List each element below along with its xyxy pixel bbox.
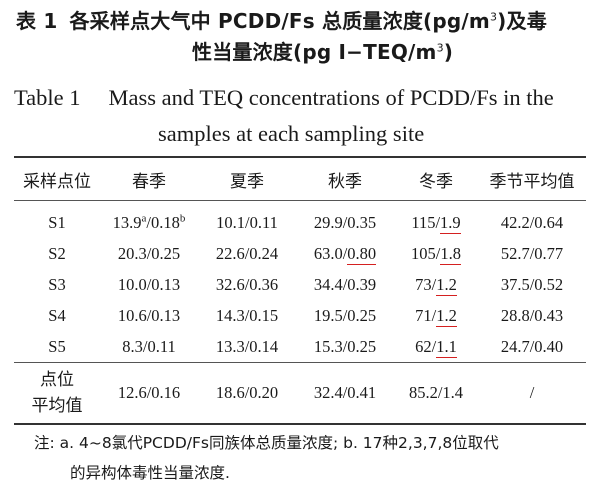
header-autumn: 秋季 bbox=[296, 156, 394, 201]
title-cn-number: 表 1 bbox=[16, 9, 58, 33]
concentration-table: 采样点位 春季 夏季 秋季 冬季 季节平均值 S1 13.9a/0.18b 10… bbox=[14, 156, 586, 425]
spring-separator: / bbox=[146, 212, 151, 232]
header-seasonal-average: 季节平均值 bbox=[478, 156, 586, 201]
cell-site: S5 bbox=[48, 336, 66, 356]
autumn-teq: 0.35 bbox=[347, 212, 377, 232]
cell-winter: 115/1.9 bbox=[394, 201, 478, 239]
table-row: S5 8.3/0.11 13.3/0.14 15.3/0.25 62/1.1 2… bbox=[14, 331, 586, 363]
cell-spring: 10.6/0.13 bbox=[117, 305, 181, 325]
autumn-teq: 0.39 bbox=[347, 274, 377, 294]
cell-winter: 62/1.1 bbox=[394, 331, 478, 363]
table-row: S1 13.9a/0.18b 10.1/0.11 29.9/0.35 115/1… bbox=[14, 201, 586, 239]
winter-teq-highlighted: 1.8 bbox=[440, 243, 461, 265]
cell-spring: 8.3/0.11 bbox=[122, 336, 176, 356]
table-title-chinese: 表 1 各采样点大气中 PCDD/Fs 总质量浓度(pg/m3)及毒 性当量浓度(… bbox=[16, 6, 586, 68]
cell-summer: 18.6/0.20 bbox=[198, 362, 296, 425]
autumn-teq: 0.25 bbox=[347, 305, 377, 325]
header-spring: 春季 bbox=[100, 156, 198, 201]
winter-teq-highlighted: 1.1 bbox=[436, 336, 457, 358]
autumn-mass: 15.3/ bbox=[313, 336, 348, 356]
table-note: 注: a. 4~8氯代PCDD/Fs同族体总质量浓度; b. 17种2,3,7,… bbox=[34, 428, 590, 488]
footnote-b-marker: b bbox=[179, 212, 186, 224]
cell-spring: 10.0/0.13 bbox=[117, 274, 181, 294]
cell-site-average-label: 点位 平均值 bbox=[14, 362, 100, 425]
footnote-a-marker: a bbox=[141, 212, 147, 224]
table-header-row: 采样点位 春季 夏季 秋季 冬季 季节平均值 bbox=[14, 156, 586, 201]
cell-spring: 12.6/0.16 bbox=[100, 362, 198, 425]
cell-seasonal-average: 28.8/0.43 bbox=[500, 305, 564, 325]
winter-mass: 71/ bbox=[415, 305, 437, 325]
winter-teq-highlighted: 1.9 bbox=[440, 212, 461, 234]
title-en-text-1: Mass and TEQ concentrations of PCDD/Fs i… bbox=[108, 85, 554, 110]
winter-mass: 73/ bbox=[415, 274, 437, 294]
header-summer: 夏季 bbox=[198, 156, 296, 201]
winter-teq-highlighted: 1.2 bbox=[436, 274, 457, 296]
autumn-mass: 63.0/ bbox=[313, 243, 348, 263]
winter-teq-highlighted: 1.2 bbox=[436, 305, 457, 327]
cell-winter: 73/1.2 bbox=[394, 269, 478, 300]
title-cn-text-2b: ) bbox=[443, 40, 454, 64]
note-line-2: 的异构体毒性当量浓度. bbox=[70, 464, 230, 482]
cell-spring: 13.9a/0.18b bbox=[100, 201, 198, 239]
title-cn-line-2: 性当量浓度(pg I−TEQ/m3) bbox=[16, 37, 586, 68]
winter-mass: 62/ bbox=[415, 336, 437, 356]
cell-seasonal-average: 24.7/0.40 bbox=[500, 336, 564, 356]
header-winter: 冬季 bbox=[394, 156, 478, 201]
cell-summer: 13.3/0.14 bbox=[215, 336, 279, 356]
table-title-english: Table 1 Mass and TEQ concentrations of PC… bbox=[14, 80, 588, 152]
site-average-label-line-2: 平均值 bbox=[31, 396, 83, 416]
title-cn-sup-1: 3 bbox=[489, 10, 498, 24]
autumn-mass: 34.4/ bbox=[313, 274, 348, 294]
cell-site: S1 bbox=[48, 212, 66, 232]
autumn-teq-highlighted: 0.80 bbox=[347, 243, 377, 265]
header-site: 采样点位 bbox=[14, 156, 100, 201]
note-line-1: 注: a. 4~8氯代PCDD/Fs同族体总质量浓度; b. 17种2,3,7,… bbox=[34, 434, 499, 452]
title-cn-text-2: 性当量浓度(pg I−TEQ/m bbox=[192, 40, 437, 64]
cell-seasonal-average: 42.2/0.64 bbox=[500, 212, 564, 232]
cell-seasonal-average: 37.5/0.52 bbox=[500, 274, 564, 294]
table-row: S4 10.6/0.13 14.3/0.15 19.5/0.25 71/1.2 … bbox=[14, 300, 586, 331]
cell-site: S3 bbox=[48, 274, 66, 294]
cell-autumn: 32.4/0.41 bbox=[296, 362, 394, 425]
autumn-teq: 0.25 bbox=[347, 336, 377, 356]
cell-spring: 20.3/0.25 bbox=[117, 243, 181, 263]
site-average-row: 点位 平均值 12.6/0.16 18.6/0.20 32.4/0.41 85.… bbox=[14, 362, 586, 425]
title-cn-text-1: 各采样点大气中 PCDD/Fs 总质量浓度(pg/m bbox=[69, 9, 490, 33]
table-row: S3 10.0/0.13 32.6/0.36 34.4/0.39 73/1.2 … bbox=[14, 269, 586, 300]
cell-autumn: 15.3/0.25 bbox=[296, 331, 394, 363]
cell-autumn: 19.5/0.25 bbox=[296, 300, 394, 331]
site-average-label-line-1: 点位 bbox=[40, 370, 74, 390]
spring-teq: 0.18 bbox=[150, 212, 180, 232]
spring-mass: 13.9 bbox=[112, 212, 142, 232]
cell-autumn: 63.0/0.80 bbox=[296, 238, 394, 269]
cell-winter: 85.2/1.4 bbox=[394, 362, 478, 425]
cell-summer: 10.1/0.11 bbox=[216, 212, 278, 232]
autumn-mass: 19.5/ bbox=[313, 305, 348, 325]
cell-winter: 71/1.2 bbox=[394, 300, 478, 331]
title-cn-text-1b: )及毒 bbox=[497, 9, 547, 33]
cell-seasonal-average: 52.7/0.77 bbox=[500, 243, 564, 263]
cell-summer: 32.6/0.36 bbox=[215, 274, 279, 294]
cell-summer: 22.6/0.24 bbox=[215, 243, 279, 263]
cell-seasonal-average: / bbox=[478, 362, 586, 425]
title-en-line-1: Table 1 Mass and TEQ concentrations of PC… bbox=[14, 80, 588, 116]
cell-winter: 105/1.8 bbox=[394, 238, 478, 269]
table-row: S2 20.3/0.25 22.6/0.24 63.0/0.80 105/1.8… bbox=[14, 238, 586, 269]
winter-mass: 105/ bbox=[411, 243, 441, 263]
title-cn-line-1: 表 1 各采样点大气中 PCDD/Fs 总质量浓度(pg/m3)及毒 bbox=[16, 6, 586, 37]
cell-autumn: 29.9/0.35 bbox=[296, 201, 394, 239]
cell-summer: 14.3/0.15 bbox=[215, 305, 279, 325]
title-en-number: Table 1 bbox=[14, 85, 81, 110]
title-cn-sup-2: 3 bbox=[436, 41, 444, 55]
winter-mass: 115/ bbox=[411, 212, 441, 232]
cell-site: S2 bbox=[48, 243, 66, 263]
title-en-line-2: samples at each sampling site bbox=[158, 121, 425, 146]
cell-site: S4 bbox=[48, 305, 66, 325]
autumn-mass: 29.9/ bbox=[313, 212, 348, 232]
cell-autumn: 34.4/0.39 bbox=[296, 269, 394, 300]
